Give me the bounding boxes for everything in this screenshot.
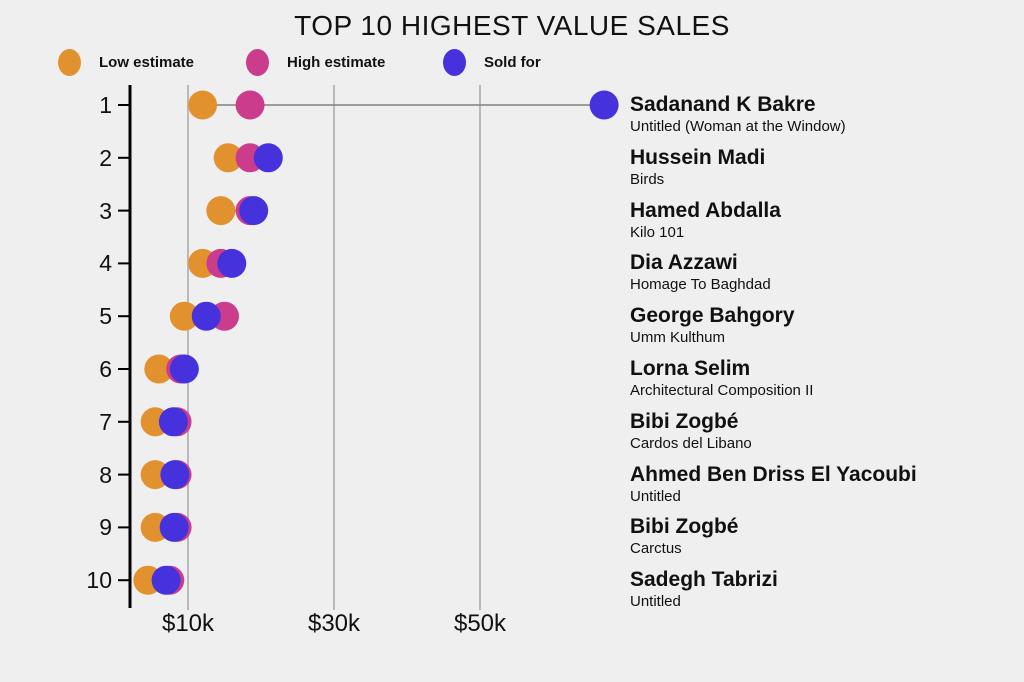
artist-name: George Bahgory (630, 304, 795, 328)
artist-name: Ahmed Ben Driss El Yacoubi (630, 462, 917, 486)
artwork-title: Untitled (Woman at the Window) (630, 118, 846, 135)
artwork-title: Architectural Composition II (630, 382, 814, 399)
sold-for-dot (589, 90, 619, 120)
rank-label: 8 (99, 461, 112, 488)
rank-label: 5 (99, 303, 112, 330)
x-axis-tick-label: $50k (453, 610, 507, 637)
artist-name: Sadanand K Bakre (630, 93, 816, 116)
artist-name: Bibi Zogbé (630, 409, 739, 433)
sold-for-dot (158, 407, 188, 437)
legend-label-sold-for: Sold for (484, 53, 541, 71)
artwork-title: Carctus (630, 540, 682, 558)
artwork-title: Homage To Baghdad (630, 276, 771, 294)
chart-title: TOP 10 HIGHEST VALUE SALES (294, 10, 730, 41)
rank-label: 2 (99, 144, 112, 171)
rank-label: 6 (99, 356, 112, 382)
artist-name: Sadegh Tabrizi (630, 568, 778, 592)
sold-for-dot (159, 512, 189, 542)
sold-for-dot (169, 354, 199, 384)
rank-label: 10 (86, 567, 112, 594)
artwork-title: Untitled (630, 487, 681, 505)
x-axis-tick-label: $10k (161, 610, 215, 637)
sold-for-dot (239, 196, 269, 226)
rank-label: 7 (99, 408, 112, 435)
low-estimate-dot (206, 196, 236, 226)
artwork-title: Cardos del Libano (630, 434, 752, 452)
sold-for-dot (217, 248, 247, 278)
artist-name: Lorna Selim (630, 357, 751, 380)
x-axis-tick-label: $30k (307, 610, 361, 637)
legend-item-high-estimate: High estimate (246, 48, 385, 76)
low-estimate-dot (188, 90, 218, 120)
artist-name: Hamed Abdalla (630, 198, 781, 222)
sold-for-dot (253, 143, 283, 173)
high-estimate-dot (235, 90, 265, 120)
artist-name: Hussein Madi (630, 145, 766, 169)
rank-label: 9 (99, 514, 112, 541)
artwork-title: Untitled (630, 593, 681, 611)
legend-label-low-estimate: Low estimate (99, 53, 195, 71)
artist-name: Bibi Zogbé (630, 515, 739, 539)
sold-for-dot (160, 460, 190, 490)
low-estimate-dot (169, 301, 199, 331)
artwork-title: Kilo 101 (630, 223, 685, 241)
low-estimate-dot (213, 143, 243, 173)
legend-label-high-estimate: High estimate (287, 53, 386, 71)
legend-item-low-estimate: Low estimate (58, 48, 194, 76)
sold-for-dot (151, 565, 181, 595)
sold-for-dot (191, 301, 221, 331)
rank-label: 1 (99, 92, 112, 118)
high-estimate-dot-icon (246, 48, 269, 76)
sold-for-dot-icon (443, 48, 466, 76)
artwork-title: Umm Kulthum (630, 329, 726, 347)
rank-label: 4 (99, 250, 112, 277)
artist-name: Dia Azzawi (630, 251, 738, 275)
legend-item-sold-for: Sold for (443, 48, 541, 76)
artwork-title: Birds (630, 170, 665, 188)
rank-label: 3 (99, 197, 112, 224)
low-estimate-dot (144, 354, 174, 384)
low-estimate-dot-icon (58, 48, 81, 76)
